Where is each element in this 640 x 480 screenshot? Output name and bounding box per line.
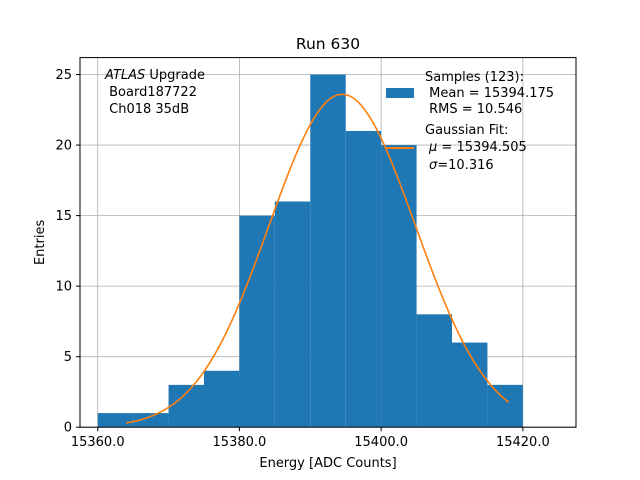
- y-tick-label: 5: [64, 350, 72, 365]
- x-tick-label: 15400.0: [354, 435, 408, 450]
- y-tick-label: 15: [55, 209, 72, 224]
- histogram-bar: [452, 342, 488, 428]
- x-tick-label: 15360.0: [71, 435, 125, 450]
- histogram-bar: [345, 130, 382, 428]
- histogram-bar: [381, 145, 417, 428]
- legend-samples-label: Samples (123):: [425, 70, 524, 85]
- x-axis-ticks: 15360.0 15380.0 15400.0 15420.0: [71, 427, 550, 450]
- legend-fit-title: Gaussian Fit:: [425, 123, 508, 138]
- histogram-bar: [204, 370, 240, 428]
- histogram-bar: [239, 215, 275, 428]
- x-tick-label: 15380.0: [213, 435, 267, 450]
- y-tick-label: 0: [64, 421, 72, 436]
- legend-mean-label: Mean = 15394.175: [425, 86, 554, 101]
- atlas-upgrade-text: Upgrade: [145, 68, 205, 83]
- board-annotation: Board187722: [105, 85, 197, 100]
- histogram-bar: [168, 384, 204, 428]
- x-tick-label: 15420.0: [496, 435, 550, 450]
- y-axis-ticks: 0 5 10 15 20 25: [55, 68, 80, 436]
- y-axis-label: Entries: [33, 220, 48, 266]
- atlas-italic-text: ATLAS: [104, 68, 145, 83]
- histogram-bar: [416, 314, 452, 428]
- y-tick-label: 20: [55, 139, 72, 154]
- gaussian-fit-line: [125, 93, 510, 424]
- channel-annotation: Ch018 35dB: [105, 102, 189, 117]
- histogram-bars: [97, 74, 523, 428]
- legend-sigma-label: σ=10.316: [429, 158, 494, 173]
- gaussian-fit-layer: [125, 93, 510, 424]
- histogram-bar: [133, 413, 169, 428]
- histogram-bar: [310, 74, 346, 428]
- legend-mu-label: μ = 15394.505: [428, 140, 527, 155]
- legend-samples-swatch: [386, 88, 414, 98]
- histogram-bar: [487, 384, 523, 428]
- y-tick-label: 25: [55, 68, 72, 83]
- chart-title: Run 630: [296, 35, 360, 53]
- legend: Samples (123): Mean = 15394.175 RMS = 10…: [386, 70, 554, 173]
- y-tick-label: 10: [55, 280, 72, 295]
- plot-frame: [79, 57, 577, 428]
- histogram-bar: [97, 413, 134, 428]
- legend-rms-label: RMS = 10.546: [425, 102, 522, 117]
- atlas-annotation: ATLAS Upgrade: [104, 68, 205, 83]
- histogram-bar: [274, 201, 311, 428]
- x-axis-label: Energy [ADC Counts]: [259, 456, 396, 471]
